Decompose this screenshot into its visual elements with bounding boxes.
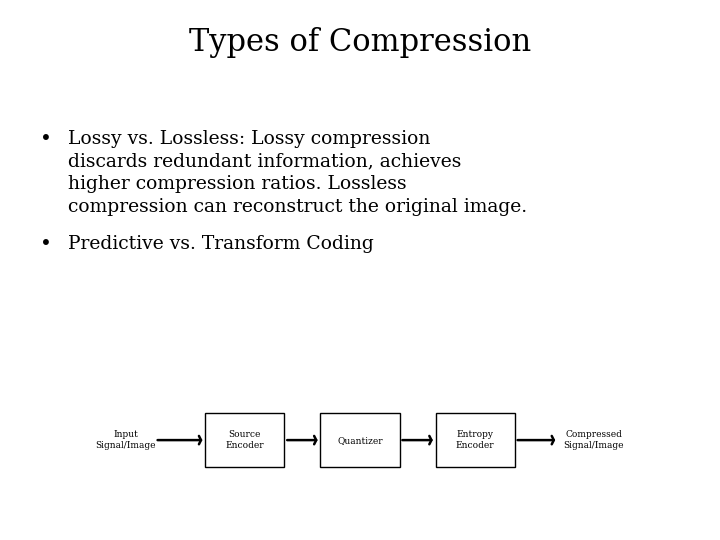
Text: Quantizer: Quantizer — [337, 436, 383, 444]
Text: Entropy
Encoder: Entropy Encoder — [456, 430, 495, 450]
Text: Types of Compression: Types of Compression — [189, 27, 531, 58]
Text: •: • — [40, 130, 51, 148]
FancyBboxPatch shape — [436, 413, 515, 467]
Text: Predictive vs. Transform Coding: Predictive vs. Transform Coding — [68, 235, 374, 253]
Text: Source
Encoder: Source Encoder — [225, 430, 264, 450]
FancyBboxPatch shape — [320, 413, 400, 467]
Text: Input
Signal/Image: Input Signal/Image — [96, 430, 156, 450]
Text: •: • — [40, 235, 51, 254]
Text: Compressed
Signal/Image: Compressed Signal/Image — [564, 430, 624, 450]
FancyBboxPatch shape — [205, 413, 284, 467]
Text: Lossy vs. Lossless: Lossy compression
discards redundant information, achieves
h: Lossy vs. Lossless: Lossy compression di… — [68, 130, 528, 217]
